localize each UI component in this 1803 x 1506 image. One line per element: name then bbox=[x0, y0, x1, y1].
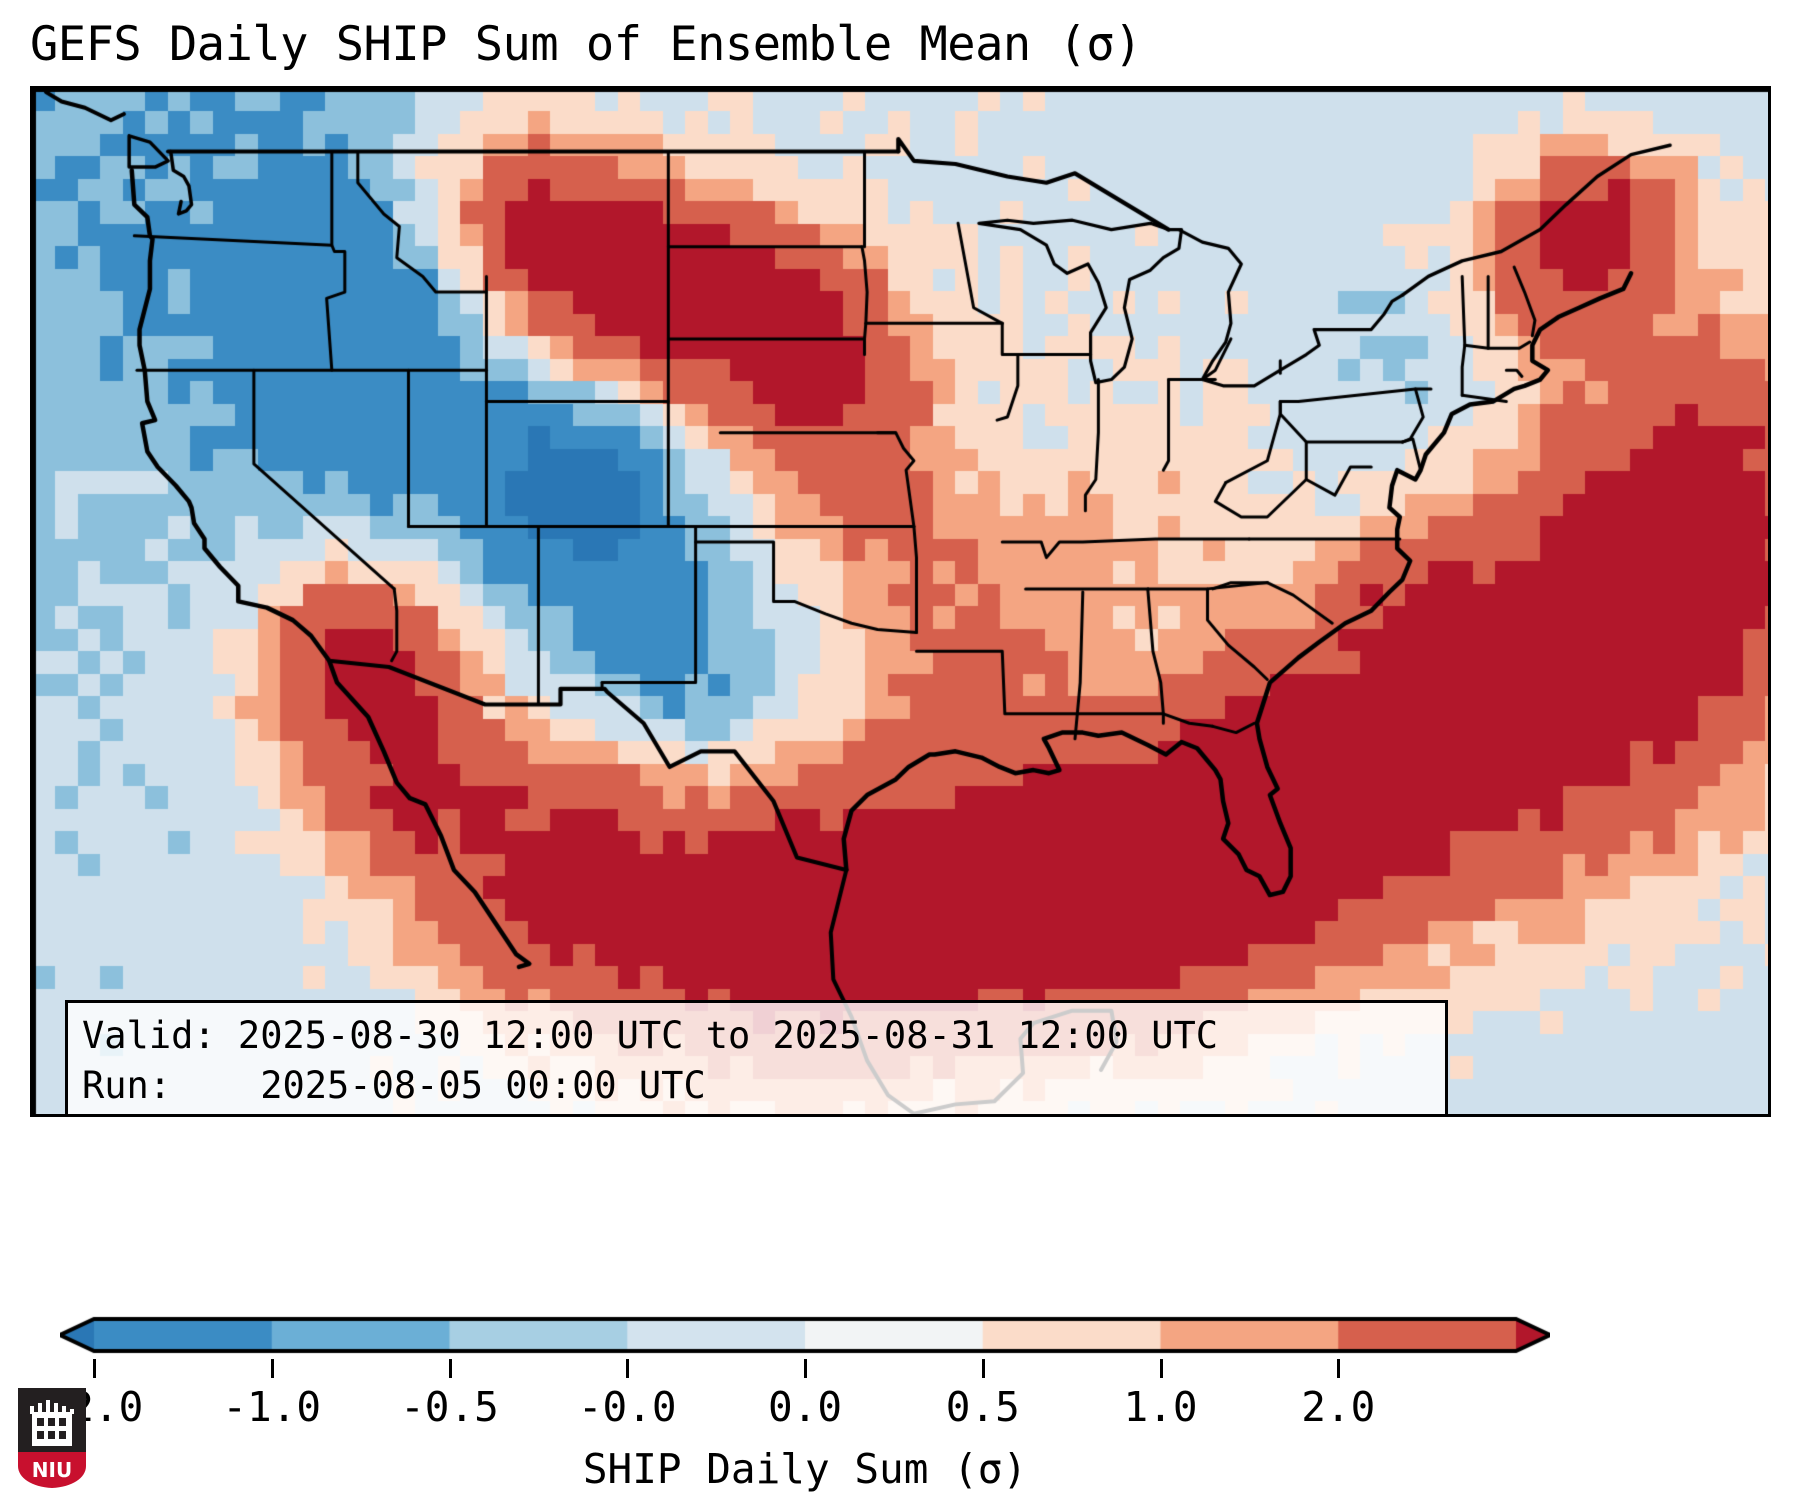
colorbar-tick-1 bbox=[270, 1359, 274, 1378]
page-title: GEFS Daily SHIP Sum of Ensemble Mean (σ) bbox=[30, 17, 1142, 72]
colorbar-tick-label-7: 2.0 bbox=[1301, 1383, 1376, 1431]
colorbar-tick-2 bbox=[448, 1359, 452, 1378]
colorbar-tick-0 bbox=[93, 1359, 96, 1378]
colorbar-panel: -2.0 -1.0 -0.5 -0.0 0.0 0.5 1.0 2.0 SHIP Daily … bbox=[0, 1126, 1803, 1506]
colorbar-tick-label-1: -1.0 bbox=[222, 1383, 322, 1431]
colorbar-tick-3 bbox=[626, 1359, 630, 1378]
colorbar-tick-label-2: -0.5 bbox=[400, 1383, 499, 1431]
valid-time-line: Valid: 2025-08-30 12:00 UTC to 2025-08-3… bbox=[82, 1014, 1219, 1057]
colorbar-tick-4 bbox=[804, 1359, 807, 1378]
niu-shield-icon: NIU bbox=[18, 1388, 86, 1488]
colorbar-tick-6 bbox=[1159, 1359, 1163, 1378]
ship-anomaly-heatmap bbox=[33, 89, 1768, 1114]
colorbar-tick-label-3: -0.0 bbox=[577, 1383, 677, 1431]
niu-logo: NIU bbox=[16, 1386, 88, 1490]
niu-logo-text: NIU bbox=[32, 1458, 72, 1482]
colorbar-tick-label-4: 0.0 bbox=[767, 1383, 843, 1431]
colorbar-tick-label-6: 1.0 bbox=[1123, 1383, 1198, 1431]
colorbar-gradient bbox=[60, 1315, 1550, 1359]
colorbar-axis-label: SHIP Daily Sum (σ) bbox=[582, 1445, 1028, 1493]
colorbar-tick-label-5: 0.5 bbox=[945, 1383, 1020, 1431]
colorbar-tick-5 bbox=[981, 1359, 985, 1378]
valid-run-info-box: Valid: 2025-08-30 12:00 UTC to 2025-08-3… bbox=[65, 1000, 1448, 1114]
run-time-line: Run: 2025-08-05 00:00 UTC bbox=[82, 1064, 706, 1107]
colorbar-tick-7 bbox=[1337, 1359, 1341, 1378]
map-panel: Valid: 2025-08-30 12:00 UTC to 2025-08-3… bbox=[30, 86, 1771, 1117]
